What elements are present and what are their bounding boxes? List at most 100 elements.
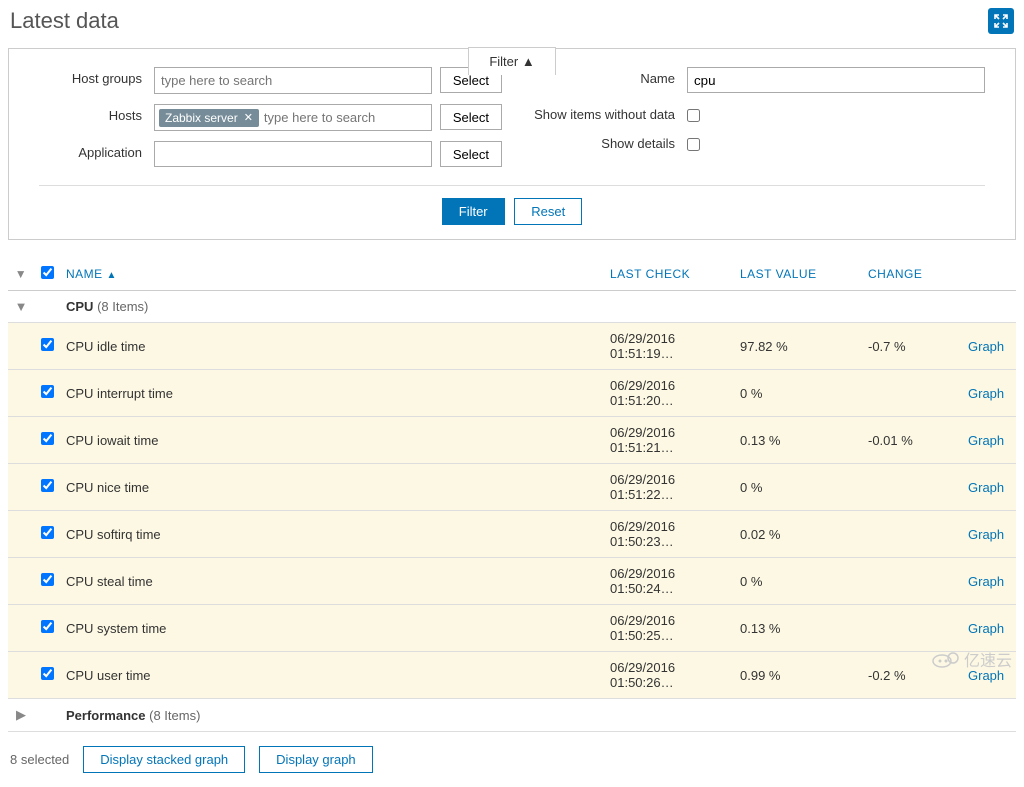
item-name: CPU idle time: [60, 323, 604, 370]
show-no-data-checkbox[interactable]: [687, 109, 700, 122]
table-row: CPU nice time06/29/2016 01:51:22…0 % Grap…: [8, 464, 1016, 511]
graph-link[interactable]: Graph: [968, 480, 1004, 495]
table-row: CPU softirq time06/29/2016 01:50:23…0.02…: [8, 511, 1016, 558]
sort-arrow-icon: ▲: [107, 270, 117, 281]
filter-divider: [39, 185, 985, 186]
hosts-label: Hosts: [39, 104, 154, 123]
application-label: Application: [39, 141, 154, 160]
select-all-checkbox[interactable]: [41, 266, 54, 279]
table-row: CPU idle time06/29/2016 01:51:19…97.82 %…: [8, 323, 1016, 370]
graph-link[interactable]: Graph: [968, 386, 1004, 401]
hosts-search[interactable]: [262, 107, 427, 128]
item-last-value: 0.13 %: [734, 417, 862, 464]
filter-button[interactable]: Filter: [442, 198, 505, 225]
expand-icon: [994, 14, 1008, 28]
item-last-value: 0.13 %: [734, 605, 862, 652]
group-name: CPU: [66, 299, 93, 314]
row-checkbox[interactable]: [41, 385, 54, 398]
table-row: CPU steal time06/29/2016 01:50:24…0 % Gra…: [8, 558, 1016, 605]
host-groups-search[interactable]: [159, 70, 427, 91]
host-tag-remove-icon[interactable]: ✕: [244, 111, 253, 124]
item-name: CPU nice time: [60, 464, 604, 511]
hosts-select-button[interactable]: Select: [440, 104, 502, 130]
item-last-check: 06/29/2016 01:50:26…: [604, 652, 734, 699]
item-name: CPU system time: [60, 605, 604, 652]
item-change: -0.2 %: [862, 652, 962, 699]
item-name: CPU user time: [60, 652, 604, 699]
item-last-check: 06/29/2016 01:50:25…: [604, 605, 734, 652]
row-checkbox[interactable]: [41, 338, 54, 351]
hosts-input[interactable]: Zabbix server ✕: [154, 104, 432, 131]
item-change: -0.01 %: [862, 417, 962, 464]
select-all-header[interactable]: [34, 258, 60, 291]
item-change: [862, 558, 962, 605]
change-header[interactable]: Change: [862, 258, 962, 291]
row-checkbox[interactable]: [41, 526, 54, 539]
row-checkbox[interactable]: [41, 479, 54, 492]
graph-link[interactable]: Graph: [968, 621, 1004, 636]
reset-button[interactable]: Reset: [514, 198, 582, 225]
item-last-check: 06/29/2016 01:50:23…: [604, 511, 734, 558]
application-input[interactable]: [154, 141, 432, 167]
item-last-check: 06/29/2016 01:50:24…: [604, 558, 734, 605]
show-details-label: Show details: [522, 132, 687, 151]
name-header[interactable]: Name ▲: [60, 258, 604, 291]
filter-panel: Host groups Select Hosts Zabbix server ✕…: [8, 48, 1016, 240]
display-graph-button[interactable]: Display graph: [259, 746, 373, 773]
item-change: [862, 605, 962, 652]
graph-link[interactable]: Graph: [968, 574, 1004, 589]
row-checkbox[interactable]: [41, 667, 54, 680]
graph-link[interactable]: Graph: [968, 668, 1004, 683]
host-tag-label: Zabbix server: [165, 111, 238, 125]
item-name: CPU iowait time: [60, 417, 604, 464]
item-name: CPU steal time: [60, 558, 604, 605]
selected-count: 8 selected: [10, 752, 69, 767]
item-last-value: 0 %: [734, 370, 862, 417]
table-row: CPU iowait time06/29/2016 01:51:21…0.13 …: [8, 417, 1016, 464]
item-last-check: 06/29/2016 01:51:20…: [604, 370, 734, 417]
last-value-header[interactable]: Last value: [734, 258, 862, 291]
host-groups-label: Host groups: [39, 67, 154, 86]
item-last-value: 0.99 %: [734, 652, 862, 699]
item-name: CPU interrupt time: [60, 370, 604, 417]
item-change: [862, 370, 962, 417]
expand-all-header[interactable]: ▼: [8, 258, 34, 291]
filter-tab[interactable]: Filter ▲: [468, 47, 555, 75]
item-last-value: 0.02 %: [734, 511, 862, 558]
item-last-check: 06/29/2016 01:51:19…: [604, 323, 734, 370]
name-input[interactable]: [687, 67, 985, 93]
show-details-checkbox[interactable]: [687, 138, 700, 151]
graph-link[interactable]: Graph: [968, 433, 1004, 448]
item-change: [862, 464, 962, 511]
graph-link[interactable]: Graph: [968, 339, 1004, 354]
item-last-value: 0 %: [734, 558, 862, 605]
application-select-button[interactable]: Select: [440, 141, 502, 167]
group-count: (8 Items): [149, 708, 200, 723]
item-last-check: 06/29/2016 01:51:21…: [604, 417, 734, 464]
item-name: CPU softirq time: [60, 511, 604, 558]
show-no-data-label: Show items without data: [522, 103, 687, 122]
group-toggle[interactable]: ▼: [15, 299, 28, 314]
fullscreen-button[interactable]: [988, 8, 1014, 34]
row-checkbox[interactable]: [41, 573, 54, 586]
item-last-check: 06/29/2016 01:51:22…: [604, 464, 734, 511]
page-title: Latest data: [10, 8, 119, 34]
item-change: -0.7 %: [862, 323, 962, 370]
display-stacked-graph-button[interactable]: Display stacked graph: [83, 746, 245, 773]
item-last-value: 97.82 %: [734, 323, 862, 370]
host-groups-input[interactable]: [154, 67, 432, 94]
item-last-value: 0 %: [734, 464, 862, 511]
table-row: CPU system time06/29/2016 01:50:25…0.13 …: [8, 605, 1016, 652]
host-tag[interactable]: Zabbix server ✕: [159, 109, 259, 127]
group-count: (8 Items): [97, 299, 148, 314]
group-name: Performance: [66, 708, 145, 723]
item-change: [862, 511, 962, 558]
table-row: CPU interrupt time06/29/2016 01:51:20…0 …: [8, 370, 1016, 417]
data-table: ▼ Name ▲ Last check Last value Change ▼ C…: [8, 258, 1016, 732]
row-checkbox[interactable]: [41, 432, 54, 445]
last-check-header[interactable]: Last check: [604, 258, 734, 291]
group-toggle[interactable]: ▶: [16, 707, 26, 722]
graph-link[interactable]: Graph: [968, 527, 1004, 542]
row-checkbox[interactable]: [41, 620, 54, 633]
table-row: CPU user time06/29/2016 01:50:26…0.99 %-…: [8, 652, 1016, 699]
